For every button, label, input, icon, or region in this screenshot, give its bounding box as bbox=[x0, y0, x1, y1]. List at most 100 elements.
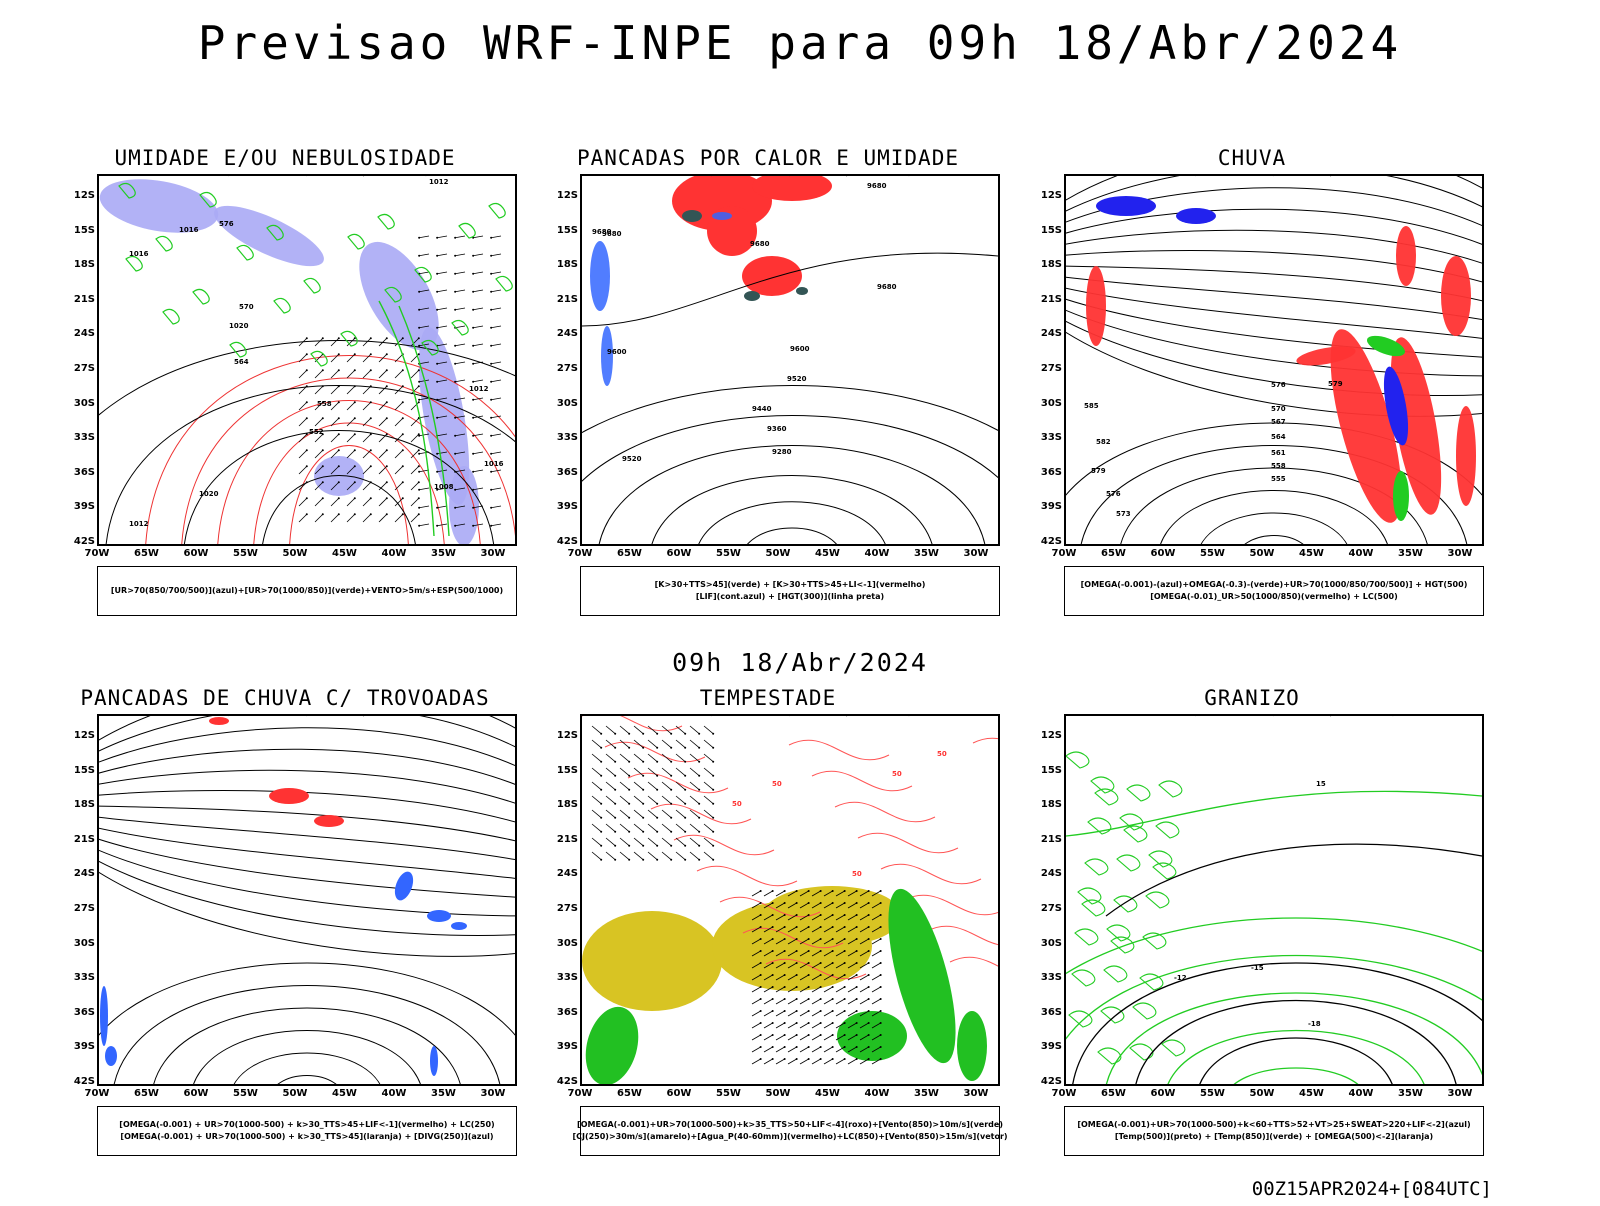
wind-vector-head bbox=[783, 950, 786, 952]
wind-vector-head bbox=[490, 398, 493, 401]
streamline bbox=[1080, 445, 1468, 544]
wind-vector bbox=[835, 1022, 845, 1029]
map-plot[interactable]: 585 582 579 576 573 576 570 567 564 561 558 555 579 bbox=[1064, 174, 1484, 546]
contour-label: 1012 bbox=[429, 178, 449, 186]
wind-vector bbox=[763, 902, 773, 909]
legend-line: [Temp(500)](preto) + [Temp(850)](verde) … bbox=[1114, 1132, 1434, 1141]
wind-vector bbox=[763, 914, 773, 921]
wind-vector-head bbox=[795, 1046, 798, 1048]
wind-vector bbox=[847, 902, 857, 909]
wind-vector-head bbox=[795, 974, 798, 976]
wind-vector bbox=[775, 986, 785, 993]
y-tick-label: 21S bbox=[73, 833, 95, 845]
wind-vector-head bbox=[867, 1010, 870, 1012]
wind-vector bbox=[455, 253, 466, 257]
map-plot[interactable]: 1012 1016 1020 1016 1012 1008 1016 1020 1012 576 5… bbox=[97, 174, 517, 546]
wind-vector bbox=[689, 809, 700, 819]
contour-label: 50 bbox=[852, 870, 862, 878]
wind-vector bbox=[473, 415, 484, 419]
wind-vector bbox=[314, 481, 324, 491]
map-plot[interactable]: -12 -15 -18 15 bbox=[1064, 714, 1484, 1086]
wind-vector-head bbox=[819, 890, 822, 892]
wind-vector-head bbox=[843, 1010, 846, 1012]
wind-vector bbox=[859, 1046, 869, 1053]
wind-vector-head bbox=[642, 844, 645, 847]
precip-water-contour bbox=[788, 739, 890, 761]
map-canvas: 1012 1016 1020 1016 1012 1008 1016 1020 1012 576 5… bbox=[99, 176, 515, 544]
wind-vector bbox=[410, 337, 420, 347]
wind-vector bbox=[455, 325, 466, 329]
contour-label: 9440 bbox=[752, 405, 772, 413]
x-tick-label: 55W bbox=[716, 548, 741, 559]
wind-vector-head bbox=[321, 449, 324, 452]
wind-vector-head bbox=[353, 353, 356, 356]
temp850-green-contour bbox=[1071, 969, 1096, 987]
wind-vector bbox=[689, 767, 700, 777]
wind-vector bbox=[410, 497, 420, 507]
wind-vector-head bbox=[337, 401, 340, 404]
wind-vector bbox=[455, 469, 466, 473]
wind-vector bbox=[455, 487, 466, 491]
temp850-green-contour bbox=[1142, 932, 1167, 950]
wind-vector bbox=[811, 974, 821, 981]
wind-vector bbox=[298, 385, 308, 395]
temp850-green-contour bbox=[1139, 973, 1164, 991]
wind-vector-head bbox=[807, 1010, 810, 1012]
x-tick-label: 55W bbox=[233, 548, 258, 559]
wind-vector bbox=[751, 1046, 761, 1053]
legend-line: [OMEGA(-0.001)+UR>70(1000-500)+k<60+TTS>… bbox=[1077, 1120, 1471, 1129]
wind-vector bbox=[859, 1034, 869, 1041]
wind-vector bbox=[799, 938, 809, 945]
wind-vector-head bbox=[807, 902, 810, 904]
wind-vector bbox=[330, 481, 340, 491]
wind-vector-head bbox=[783, 938, 786, 940]
wind-vector bbox=[473, 343, 484, 347]
wind-vector-head bbox=[684, 830, 687, 833]
humidity-green-contour bbox=[118, 182, 136, 199]
y-tick-label: 24S bbox=[1040, 328, 1062, 340]
wind-vector bbox=[703, 809, 714, 819]
wind-vector-head bbox=[385, 417, 388, 420]
wind-vector bbox=[775, 998, 785, 1005]
wind-vector-head bbox=[418, 434, 421, 437]
streamline bbox=[1066, 229, 1482, 264]
wind-vector bbox=[823, 1046, 833, 1053]
y-tick-label: 30S bbox=[556, 397, 578, 409]
y-tick-label: 24S bbox=[1040, 868, 1062, 880]
map-plot[interactable]: 50 50 50 50 50 bbox=[580, 714, 1000, 1086]
wind-vector-head bbox=[385, 385, 388, 388]
x-tick-label: 40W bbox=[381, 548, 407, 559]
wind-vector-head bbox=[867, 986, 870, 988]
wind-vector-head bbox=[417, 353, 420, 356]
wind-vector-head bbox=[783, 974, 786, 976]
humidity-green-contour bbox=[414, 266, 432, 283]
wind-vector-head bbox=[305, 465, 308, 468]
wind-vector bbox=[362, 497, 372, 507]
wind-vector bbox=[491, 271, 502, 275]
wind-vector-head bbox=[436, 290, 439, 293]
wind-vector bbox=[823, 938, 833, 945]
wind-vector-head bbox=[879, 1022, 882, 1024]
wind-vector bbox=[491, 469, 502, 473]
wind-vector-head bbox=[369, 337, 372, 340]
wind-vector-head bbox=[771, 914, 774, 916]
x-tick-label: 50W bbox=[1249, 1088, 1275, 1099]
wind-vector bbox=[419, 325, 430, 329]
wind-vector bbox=[298, 369, 308, 379]
wind-vector bbox=[847, 974, 857, 981]
temp850-green-contour bbox=[1090, 776, 1115, 794]
wind-vector bbox=[619, 823, 630, 833]
wind-vector bbox=[346, 449, 356, 459]
map-plot[interactable]: 9680 9680 9680 9600 9600 9520 9440 9360 9280 9520… bbox=[580, 174, 1000, 546]
wind-vector-head bbox=[490, 326, 493, 329]
streamline bbox=[1066, 422, 1482, 496]
map-plot[interactable] bbox=[97, 714, 517, 1086]
wind-vector-head bbox=[867, 890, 870, 892]
wind-vector bbox=[675, 851, 686, 861]
wind-vector-head bbox=[783, 1046, 786, 1048]
wind-vector-head bbox=[472, 398, 475, 401]
wind-vector bbox=[394, 369, 404, 379]
y-tick-label: 39S bbox=[1040, 1041, 1062, 1053]
wind-vector-head bbox=[759, 962, 762, 964]
divergence-blue-area bbox=[100, 986, 108, 1046]
